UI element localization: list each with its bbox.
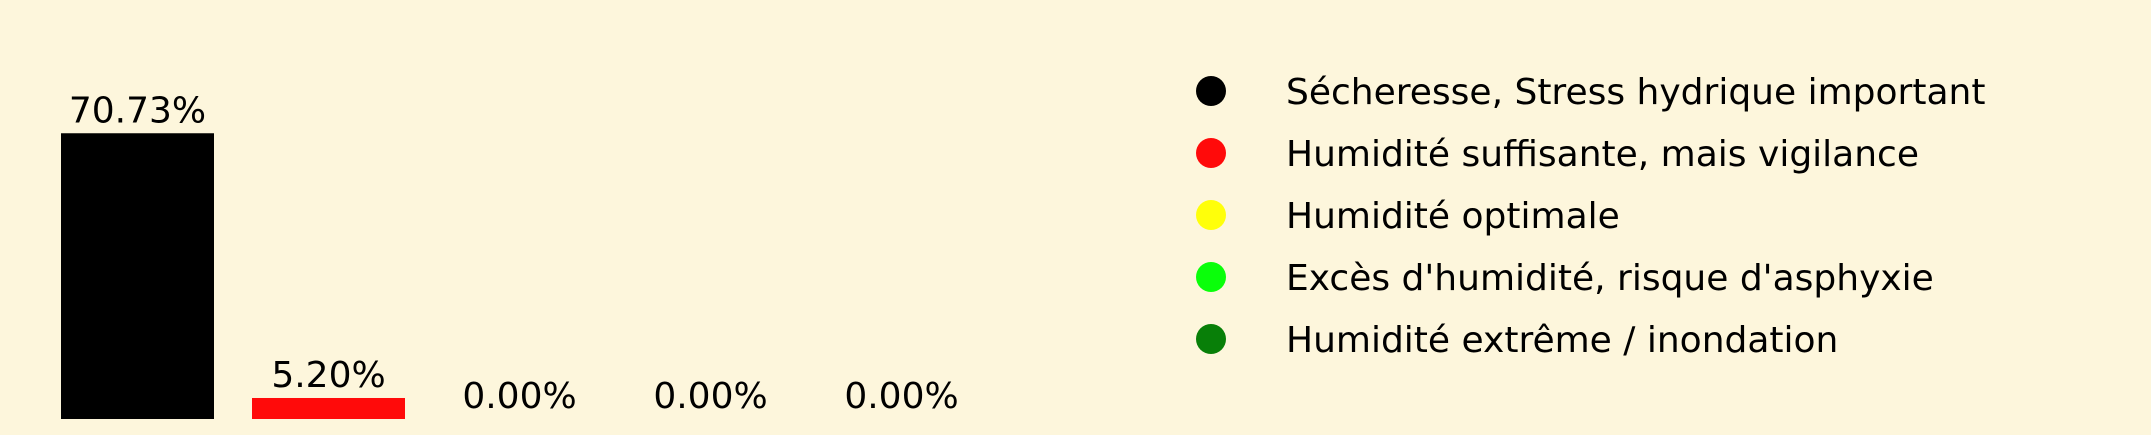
bar-value-label-4: 0.00% bbox=[653, 376, 767, 417]
bar-2 bbox=[252, 397, 405, 419]
bar-value-label-3: 0.00% bbox=[462, 376, 576, 417]
legend-marker-3 bbox=[1196, 200, 1226, 230]
bar-value-label-5: 0.00% bbox=[844, 376, 958, 417]
legend-label-4: Excès d'humidité, risque d'asphyxie bbox=[1286, 258, 1934, 299]
legend-label-3: Humidité optimale bbox=[1286, 196, 1620, 237]
legend-marker-4 bbox=[1196, 262, 1226, 292]
legend-marker-5 bbox=[1196, 324, 1226, 354]
bars-group bbox=[61, 133, 405, 419]
legend-label-1: Sécheresse, Stress hydrique important bbox=[1286, 72, 1985, 113]
legend-marker-1 bbox=[1196, 76, 1226, 106]
bar-value-label-1: 70.73% bbox=[69, 90, 206, 131]
legend-marker-2 bbox=[1196, 138, 1226, 168]
legend-label-2: Humidité suffisante, mais vigilance bbox=[1286, 134, 1919, 175]
bar-labels-group: 70.73% 5.20% 0.00% 0.00% 0.00% bbox=[69, 90, 959, 417]
bar-value-label-2: 5.20% bbox=[271, 355, 385, 396]
legend: Sécheresse, Stress hydrique important Hum… bbox=[1196, 72, 1985, 361]
bar-1 bbox=[61, 133, 214, 419]
legend-label-5: Humidité extrême / inondation bbox=[1286, 320, 1838, 361]
